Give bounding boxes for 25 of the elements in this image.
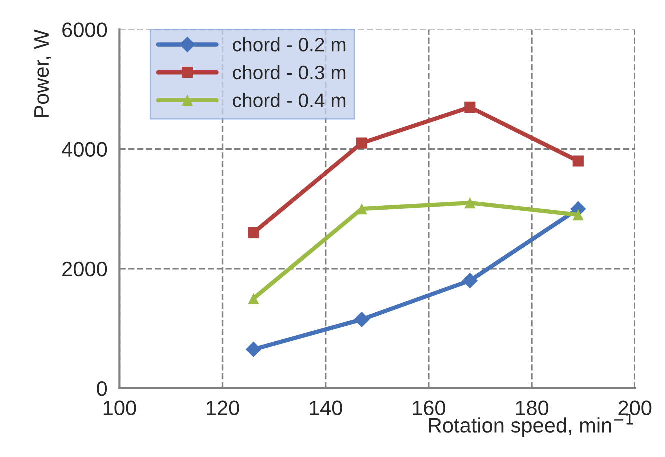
- y-axis-title: Power, W: [34, 30, 52, 118]
- point: [248, 293, 260, 304]
- x-tick-label: 200: [618, 400, 652, 416]
- point: [462, 272, 478, 289]
- point: [354, 312, 370, 328]
- point: [572, 210, 584, 221]
- x-tick-label: 160: [413, 400, 446, 416]
- point: [356, 138, 368, 149]
- point: [464, 198, 476, 209]
- x-tick-label: 120: [206, 400, 240, 416]
- y-tick-label: 2000: [62, 262, 108, 277]
- legend-label: chord - 0.2 m: [233, 37, 346, 52]
- x-tick-label: 180: [516, 400, 549, 416]
- point: [246, 342, 262, 358]
- legend-label: chord - 0.4 m: [233, 93, 346, 108]
- y-tick-label: 4000: [62, 142, 108, 158]
- point: [464, 102, 476, 113]
- legend-label: chord - 0.3 m: [233, 65, 346, 80]
- x-axis-title: Rotation speed, min$^{−1}$: [429, 414, 634, 438]
- point: [248, 227, 260, 239]
- point: [572, 156, 584, 167]
- x-tick-label: 100: [104, 400, 136, 416]
- y-tick-label: 0: [97, 381, 108, 396]
- y-tick-label: 6000: [62, 22, 108, 38]
- x-tick-label: 140: [310, 400, 342, 416]
